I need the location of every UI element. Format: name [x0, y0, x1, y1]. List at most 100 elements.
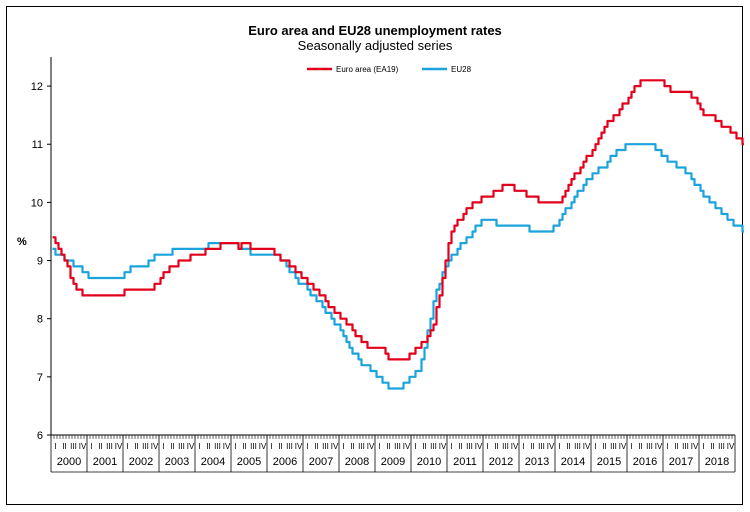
quarter-tick-label: III — [358, 442, 365, 451]
y-tick-label: 7 — [37, 372, 43, 384]
line-chart: Euro area and EU28 unemployment rates Se… — [17, 23, 744, 473]
quarter-tick-label: III — [610, 442, 617, 451]
y-tick-label: 10 — [31, 197, 43, 209]
quarter-tick-label: I — [198, 442, 200, 451]
year-label: 2015 — [597, 456, 621, 468]
quarter-tick-label: II — [422, 442, 426, 451]
quarter-tick-label: IV — [115, 442, 123, 451]
year-label: 2006 — [273, 456, 297, 468]
year-label: 2017 — [669, 456, 693, 468]
year-label: 2014 — [561, 456, 585, 468]
quarter-tick-label: II — [458, 442, 462, 451]
y-axis: 6 7 8 9 10 11 12 — [31, 57, 52, 442]
quarter-tick-label: III — [250, 442, 257, 451]
quarter-tick-label: IV — [79, 442, 87, 451]
chart-frame: Euro area and EU28 unemployment rates Se… — [6, 6, 744, 505]
year-label: 2003 — [165, 456, 189, 468]
year-label: 2009 — [381, 456, 405, 468]
quarter-tick-label: II — [674, 442, 678, 451]
quarter-tick-label: IV — [331, 442, 339, 451]
series-group — [52, 79, 744, 390]
quarter-tick-label: IV — [619, 442, 627, 451]
chart-title: Euro area and EU28 unemployment rates — [248, 23, 502, 38]
quarter-tick-label: IV — [367, 442, 375, 451]
quarter-tick-label: I — [486, 442, 488, 451]
quarter-tick-label: III — [538, 442, 545, 451]
quarter-tick-label: III — [394, 442, 401, 451]
year-label: 2008 — [345, 456, 369, 468]
y-axis-label: % — [17, 236, 27, 248]
quarter-tick-label: I — [342, 442, 344, 451]
quarter-tick-label: II — [170, 442, 174, 451]
quarter-tick-label: II — [710, 442, 714, 451]
quarter-tick-label: IV — [691, 442, 699, 451]
quarter-tick-label: III — [718, 442, 725, 451]
quarter-tick-label: III — [142, 442, 149, 451]
quarter-tick-label: I — [378, 442, 380, 451]
quarter-tick-label: II — [314, 442, 318, 451]
quarter-tick-label: II — [350, 442, 354, 451]
quarter-tick-label: I — [414, 442, 416, 451]
y-tick-label: 11 — [32, 139, 43, 151]
quarter-tick-label: III — [466, 442, 473, 451]
quarter-tick-label: I — [702, 442, 704, 451]
quarter-tick-label: III — [106, 442, 113, 451]
quarter-tick-label: II — [530, 442, 534, 451]
legend: Euro area (EA19) EU28 — [307, 65, 472, 74]
quarter-tick-label: III — [502, 442, 509, 451]
quarter-tick-label: I — [522, 442, 524, 451]
quarter-tick-label: II — [98, 442, 102, 451]
quarter-tick-label: II — [242, 442, 246, 451]
quarter-tick-label: IV — [583, 442, 591, 451]
quarter-tick-label: II — [206, 442, 210, 451]
year-label: 2000 — [57, 456, 81, 468]
series-line-ea19 — [52, 79, 744, 361]
quarter-tick-label: I — [162, 442, 164, 451]
quarter-tick-label: II — [602, 442, 606, 451]
quarter-tick-label: I — [126, 442, 128, 451]
year-label: 2016 — [633, 456, 657, 468]
year-label: 2005 — [237, 456, 261, 468]
quarter-tick-label: IV — [727, 442, 735, 451]
quarter-tick-label: I — [594, 442, 596, 451]
year-label: 2007 — [309, 456, 333, 468]
quarter-tick-label: III — [178, 442, 185, 451]
year-label: 2010 — [417, 456, 441, 468]
quarter-tick-label: IV — [475, 442, 483, 451]
quarter-tick-label: III — [70, 442, 77, 451]
series-line-eu28 — [52, 143, 744, 390]
quarter-tick-label: I — [234, 442, 236, 451]
chart-subtitle: Seasonally adjusted series — [298, 38, 453, 53]
year-label: 2002 — [129, 456, 153, 468]
quarter-tick-label: IV — [295, 442, 303, 451]
quarter-tick-label: I — [450, 442, 452, 451]
y-tick-label: 9 — [37, 256, 43, 268]
quarter-tick-label: IV — [403, 442, 411, 451]
quarter-tick-label: III — [646, 442, 653, 451]
quarter-tick-label: I — [54, 442, 56, 451]
quarter-tick-label: IV — [187, 442, 195, 451]
quarter-tick-label: I — [306, 442, 308, 451]
year-label: 2013 — [525, 456, 549, 468]
year-label: 2018 — [705, 456, 729, 468]
legend-label-ea19: Euro area (EA19) — [336, 65, 399, 74]
quarter-tick-label: IV — [439, 442, 447, 451]
quarter-tick-label: IV — [547, 442, 555, 451]
quarter-tick-label: II — [494, 442, 498, 451]
quarter-tick-label: IV — [259, 442, 267, 451]
y-tick-label: 8 — [37, 314, 43, 326]
quarter-tick-label: III — [214, 442, 221, 451]
quarter-tick-label: II — [566, 442, 570, 451]
quarter-tick-label: III — [430, 442, 437, 451]
quarter-tick-label: I — [630, 442, 632, 451]
quarter-tick-label: II — [278, 442, 282, 451]
year-label: 2012 — [489, 456, 513, 468]
quarter-tick-label: IV — [655, 442, 663, 451]
quarter-tick-label: I — [558, 442, 560, 451]
legend-label-eu28: EU28 — [451, 65, 472, 74]
year-label: 2001 — [93, 456, 117, 468]
quarter-tick-label: II — [62, 442, 66, 451]
y-tick-label: 12 — [31, 81, 43, 93]
quarter-tick-label: I — [666, 442, 668, 451]
